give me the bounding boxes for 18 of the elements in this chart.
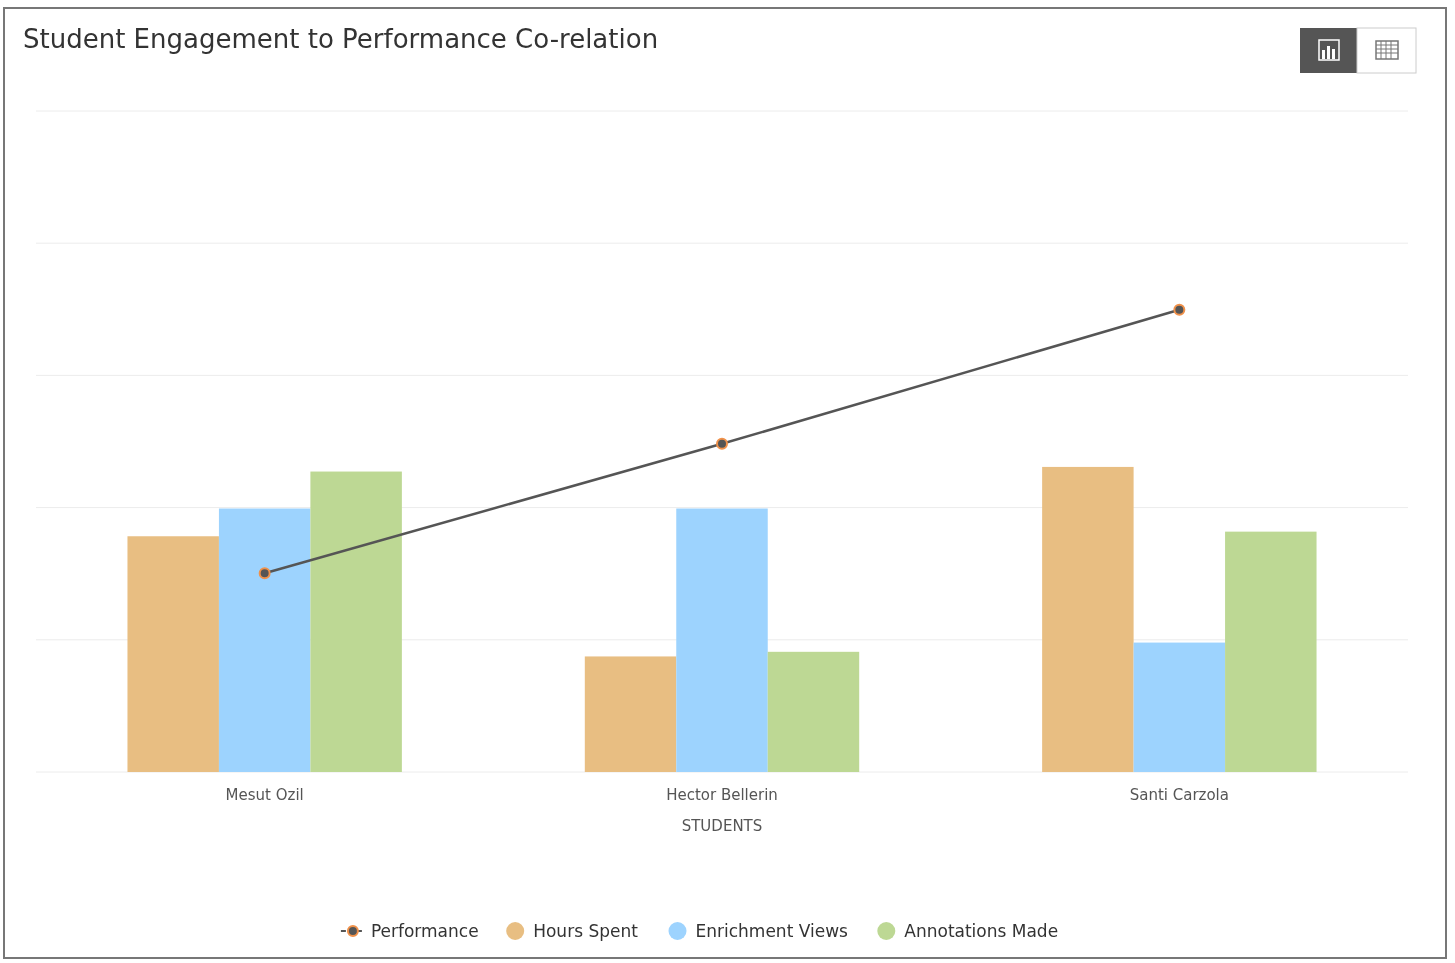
- legend-label: Enrichment Views: [695, 921, 849, 941]
- bar: [676, 508, 768, 772]
- bar: [310, 471, 402, 772]
- bar: [584, 656, 677, 772]
- x-axis-title: STUDENTS: [681, 817, 763, 835]
- legend-label: Hours Spent: [533, 921, 639, 941]
- legend-label: Annotations Made: [904, 921, 1059, 941]
- x-tick-label: Santi Carzola: [1129, 786, 1229, 804]
- legend-label: Performance: [370, 921, 479, 941]
- x-tick-label: Hector Bellerin: [666, 786, 778, 804]
- bar: [1133, 642, 1226, 772]
- bar: [218, 508, 311, 772]
- bar: [1225, 531, 1317, 772]
- chart-title: Student Engagement to Performance Co-relation: [23, 24, 659, 54]
- bar: [1042, 466, 1134, 772]
- bar: [767, 651, 860, 772]
- x-tick-label: Mesut Ozil: [225, 786, 304, 804]
- bar: [127, 536, 219, 772]
